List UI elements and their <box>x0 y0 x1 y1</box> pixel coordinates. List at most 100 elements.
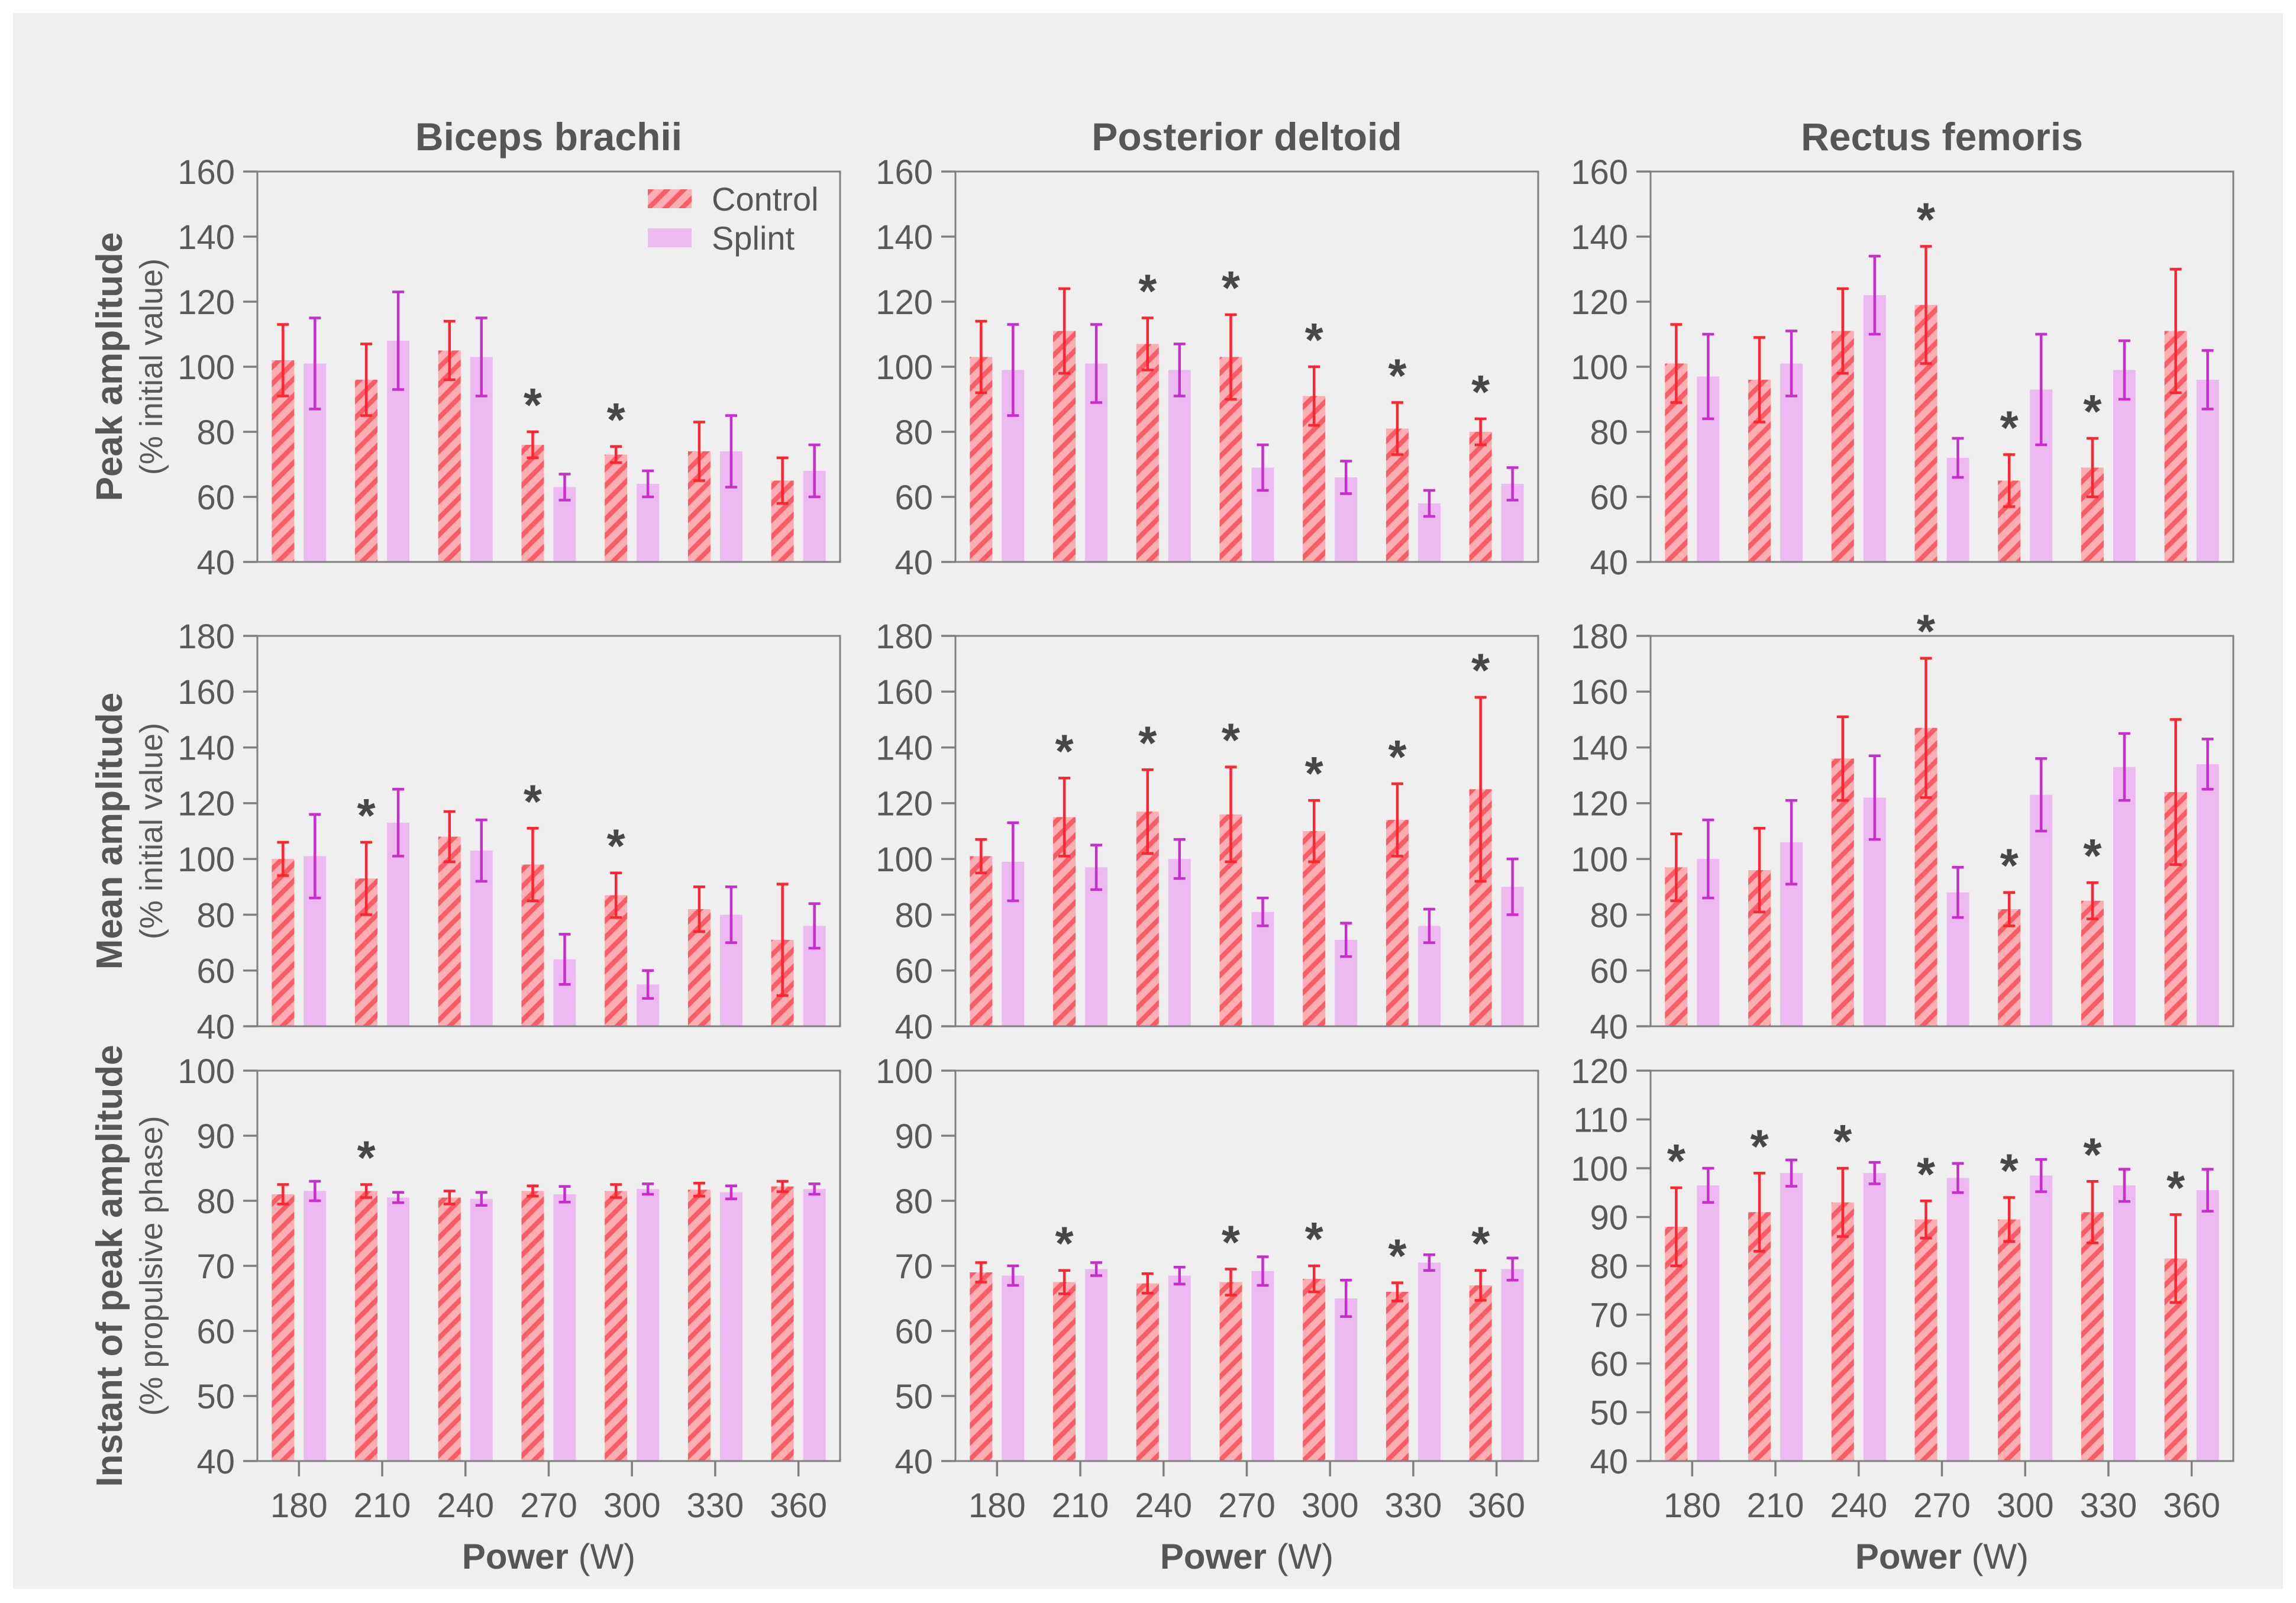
y-tick-label: 40 <box>196 1443 235 1481</box>
bar-control <box>1136 1283 1159 1461</box>
bar-control <box>1469 1285 1492 1461</box>
bar-splint <box>719 1192 742 1461</box>
bar-splint <box>2113 1185 2136 1461</box>
x-axis-label: Power (W) <box>462 1537 635 1576</box>
x-tick-label: 360 <box>1468 1486 1525 1525</box>
significance-star: * <box>2000 402 2019 454</box>
bar-splint <box>1697 1185 1720 1461</box>
significance-star: * <box>1471 1217 1490 1270</box>
bar-control <box>272 1194 295 1461</box>
panel-0-2: * * * 40 60 80 100 120 140 160 <box>1571 153 2234 582</box>
significance-star: * <box>607 393 626 446</box>
x-tick-label: 180 <box>1664 1486 1721 1525</box>
x-tick-label: 300 <box>1997 1486 2054 1525</box>
x-tick-label: 360 <box>770 1486 827 1525</box>
y-tick-label: 50 <box>1590 1394 1628 1432</box>
bar-splint <box>1780 1173 1803 1461</box>
y-tick-label: 90 <box>196 1117 235 1156</box>
y-tick-label: 80 <box>894 413 933 452</box>
x-tick-label: 330 <box>1385 1486 1442 1525</box>
bar-control <box>438 350 461 562</box>
panel-2-0: * 40 50 60 70 80 90 100 180 210 240 270 300 330 360 Pow… <box>177 1052 841 1576</box>
row-sublabel: (% initial value) <box>134 723 169 939</box>
bar-splint <box>1946 1178 1969 1461</box>
y-tick-label: 120 <box>876 283 933 322</box>
bar-splint <box>2113 370 2136 562</box>
significance-star: * <box>2000 1145 2019 1197</box>
row-label: Peak amplitude <box>89 232 130 502</box>
significance-star: * <box>1222 1216 1241 1269</box>
bar-control <box>687 1190 711 1461</box>
y-tick-label: 100 <box>1571 348 1628 387</box>
panel-2-1: * * * * * 40 50 60 70 80 90 100 180 210 240 270 300 330 36… <box>876 1052 1539 1576</box>
y-tick-label: 60 <box>1590 479 1628 517</box>
x-tick-label: 270 <box>1913 1486 1971 1525</box>
y-tick-label: 80 <box>196 413 235 452</box>
significance-star: * <box>2083 385 2102 438</box>
y-tick-label: 160 <box>177 673 235 712</box>
x-tick-label: 240 <box>1135 1486 1192 1525</box>
significance-star: * <box>357 1132 376 1184</box>
bar-splint <box>1863 295 1886 562</box>
y-tick-label: 80 <box>196 1182 235 1221</box>
y-tick-label: 60 <box>196 479 235 517</box>
legend-swatch-control <box>648 189 692 208</box>
y-tick-label: 70 <box>894 1248 933 1286</box>
bar-splint <box>1168 859 1191 1026</box>
bar-splint <box>2196 1190 2219 1461</box>
bar-splint <box>2113 767 2136 1026</box>
bar-control <box>1831 758 1854 1026</box>
y-tick-label: 160 <box>876 673 933 712</box>
y-tick-label: 160 <box>876 153 933 192</box>
y-tick-label: 140 <box>177 218 235 257</box>
bar-control <box>1998 909 2021 1026</box>
x-tick-label: 210 <box>1052 1486 1109 1525</box>
bar-control <box>355 1191 378 1461</box>
significance-star: * <box>1305 314 1324 366</box>
bar-control <box>1053 1282 1076 1461</box>
bar-splint <box>1085 867 1108 1026</box>
y-tick-label: 180 <box>876 618 933 656</box>
bar-control <box>2081 1212 2104 1461</box>
significance-star: * <box>1138 265 1157 318</box>
bar-control <box>1386 1292 1409 1461</box>
significance-star: * <box>1471 644 1490 697</box>
significance-star: * <box>1917 605 1936 658</box>
bar-splint <box>1168 1275 1191 1461</box>
x-tick-label: 210 <box>1747 1486 1804 1525</box>
significance-star: * <box>1388 350 1407 402</box>
y-tick-label: 80 <box>196 896 235 935</box>
bar-splint <box>2030 1175 2053 1461</box>
x-tick-label: 240 <box>437 1486 494 1525</box>
y-tick-label: 90 <box>894 1117 933 1156</box>
y-tick-label: 40 <box>1590 1008 1628 1046</box>
bar-splint <box>1085 1269 1108 1461</box>
significance-star: * <box>2166 1161 2185 1214</box>
y-tick-label: 110 <box>1574 1101 1628 1139</box>
bar-control <box>1136 344 1159 562</box>
bar-control <box>272 859 295 1026</box>
bar-splint <box>1168 370 1191 562</box>
x-tick-label: 270 <box>520 1486 577 1525</box>
bar-splint <box>2196 764 2219 1026</box>
x-tick-label: 300 <box>1302 1486 1359 1525</box>
bar-control <box>1831 1202 1854 1461</box>
bar-control <box>521 445 544 562</box>
bar-splint <box>1002 1275 1025 1461</box>
bar-splint <box>2030 794 2053 1026</box>
bar-control <box>1303 1279 1326 1461</box>
x-axis-label: Power (W) <box>1855 1537 2029 1576</box>
y-tick-label: 140 <box>1571 218 1628 257</box>
row-sublabel: (% initial value) <box>134 258 169 475</box>
significance-star: * <box>1388 1230 1407 1282</box>
y-tick-label: 140 <box>177 729 235 767</box>
bar-splint <box>470 1198 493 1461</box>
y-tick-label: 80 <box>894 896 933 935</box>
significance-star: * <box>524 775 542 828</box>
significance-star: * <box>2000 839 2019 892</box>
panel-1-1: * * * * * * 40 60 80 100 120 140 160 180 <box>876 618 1539 1046</box>
x-tick-label: 240 <box>1830 1486 1887 1525</box>
